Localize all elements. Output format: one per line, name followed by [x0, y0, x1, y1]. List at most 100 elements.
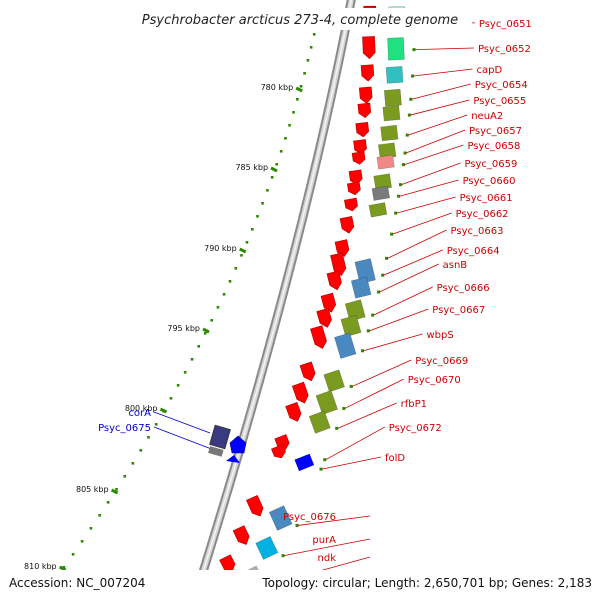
forward-gene-arrow[interactable] [334, 239, 350, 258]
forward-gene-arrow[interactable] [316, 307, 333, 329]
scale-dot [299, 85, 303, 88]
cog-color-block[interactable] [382, 105, 401, 122]
gene-label[interactable]: Psyc_0664 [447, 246, 500, 257]
scale-dot [197, 345, 201, 348]
cog-color-block[interactable] [385, 66, 404, 84]
gene-label[interactable]: folD [385, 453, 405, 464]
cog-color-block[interactable] [323, 369, 345, 393]
forward-gene-arrow[interactable] [299, 361, 317, 383]
scale-dot [131, 462, 135, 465]
gene-label[interactable]: asnB [443, 260, 468, 271]
reverse-gene-arrow[interactable] [226, 455, 240, 463]
gene-label[interactable]: Psyc_0657 [469, 126, 522, 137]
forward-gene-arrow[interactable] [344, 197, 358, 212]
label-leader-line [392, 212, 452, 235]
gene-label[interactable]: Psyc_0670 [408, 375, 461, 386]
scale-dot [71, 553, 75, 556]
forward-gene-arrow[interactable] [232, 525, 252, 547]
forward-gene-arrow[interactable] [355, 121, 370, 138]
gene-label[interactable]: Psyc_0660 [463, 176, 516, 187]
forward-gene-arrow[interactable] [357, 102, 372, 119]
cog-color-block[interactable] [315, 390, 339, 415]
reverse-cog-block[interactable] [208, 446, 224, 457]
cog-color-block[interactable] [344, 299, 366, 322]
backbone-arc [189, 0, 356, 600]
forward-gene-arrow[interactable] [271, 444, 287, 461]
scale-dot [139, 449, 143, 452]
forward-gene-arrow[interactable] [320, 292, 337, 313]
gene-label[interactable]: Psyc_0667 [432, 305, 485, 316]
forward-gene-arrow[interactable] [339, 215, 355, 234]
cog-color-block[interactable] [368, 202, 388, 218]
label-leader-lines [267, 16, 475, 587]
scale-ticks: 780 kbp 785 kbp 790 kbp 795 kbp 800 kbp 805 k… [24, 83, 303, 572]
gene-label[interactable]: Psyc_0651 [479, 19, 532, 30]
gene-label[interactable]: capD [477, 65, 503, 76]
forward-gene-arrow[interactable] [360, 64, 375, 82]
forward-gene-arrow[interactable] [219, 554, 238, 575]
gene-label[interactable]: Psyc_0655 [473, 96, 526, 107]
cog-color-block[interactable] [387, 37, 405, 61]
scale-dot [62, 566, 66, 569]
forward-gene-arrow[interactable] [351, 151, 366, 166]
forward-gene-arrow[interactable] [362, 36, 376, 60]
gene-anchor-dot [394, 211, 398, 215]
forward-gene-arrow[interactable] [358, 86, 373, 104]
reverse-gene-arrow[interactable] [229, 435, 247, 454]
forward-gene-arrow[interactable] [326, 270, 343, 291]
gene-anchor-dot [342, 406, 346, 410]
cog-color-block[interactable] [294, 453, 315, 472]
gene-label[interactable]: purA [312, 535, 336, 546]
forward-gene-arrow[interactable] [291, 381, 310, 405]
gene-label[interactable]: neuA2 [471, 111, 503, 122]
label-leader-line [399, 179, 459, 197]
gene-label[interactable]: Psyc_0676 [283, 512, 336, 523]
gene-label[interactable]: Psyc_0661 [460, 193, 513, 204]
cog-color-block[interactable] [340, 314, 362, 338]
cog-color-block[interactable] [268, 505, 293, 531]
scale-dot [251, 228, 254, 231]
gene-label[interactable]: Psyc_0669 [415, 356, 468, 367]
forward-gene-arrow[interactable] [285, 401, 303, 423]
forward-gene-arrow[interactable] [346, 181, 361, 196]
forward-gene-arrow[interactable] [246, 494, 265, 518]
gene-label[interactable]: ndk [318, 553, 337, 564]
gene-anchor-dot [349, 384, 353, 388]
reverse-gene-label[interactable]: corA [128, 408, 151, 419]
gene-label[interactable]: Psyc_0659 [464, 159, 517, 170]
gene-label[interactable]: Psyc_0654 [475, 80, 528, 91]
label-leader-line [410, 99, 470, 116]
cog-color-block[interactable] [383, 88, 402, 107]
reverse-cog-block[interactable] [209, 424, 231, 450]
gene-label[interactable]: Psyc_0672 [389, 423, 442, 434]
forward-gene-arrow[interactable] [330, 252, 348, 277]
gene-anchor-dot [401, 163, 405, 167]
gene-anchor-dot [360, 349, 364, 353]
label-leader-line [413, 68, 473, 77]
gene-label[interactable]: Psyc_0666 [437, 283, 490, 294]
scale-dot [245, 241, 249, 244]
gene-label[interactable]: wbpS [426, 330, 453, 341]
gene-label[interactable]: Psyc_0662 [456, 209, 509, 220]
cog-color-block[interactable] [308, 410, 331, 434]
gene-label[interactable]: rfbP1 [401, 399, 427, 410]
gene-label[interactable]: Psyc_0652 [478, 44, 531, 55]
scale-dot [234, 267, 238, 270]
forward-gene-arrow[interactable] [310, 325, 328, 351]
gene-label[interactable]: Psyc_0663 [451, 226, 504, 237]
scale-dot [123, 475, 127, 478]
scale-dot [80, 540, 84, 543]
cog-color-block[interactable] [376, 154, 395, 170]
cog-color-block[interactable] [371, 185, 391, 201]
gene-anchor-dot [411, 74, 415, 78]
cog-color-block[interactable] [380, 124, 399, 142]
forward-gene-arrow[interactable] [348, 169, 363, 186]
scale-dot [309, 46, 313, 49]
cog-color-block[interactable] [350, 276, 372, 299]
cog-color-block[interactable] [334, 332, 357, 359]
gene-label[interactable]: Psyc_0658 [467, 141, 520, 152]
cog-color-block[interactable] [255, 535, 279, 560]
scale-tick-mark [295, 86, 303, 93]
reverse-gene-label[interactable]: Psyc_0675 [98, 423, 151, 434]
